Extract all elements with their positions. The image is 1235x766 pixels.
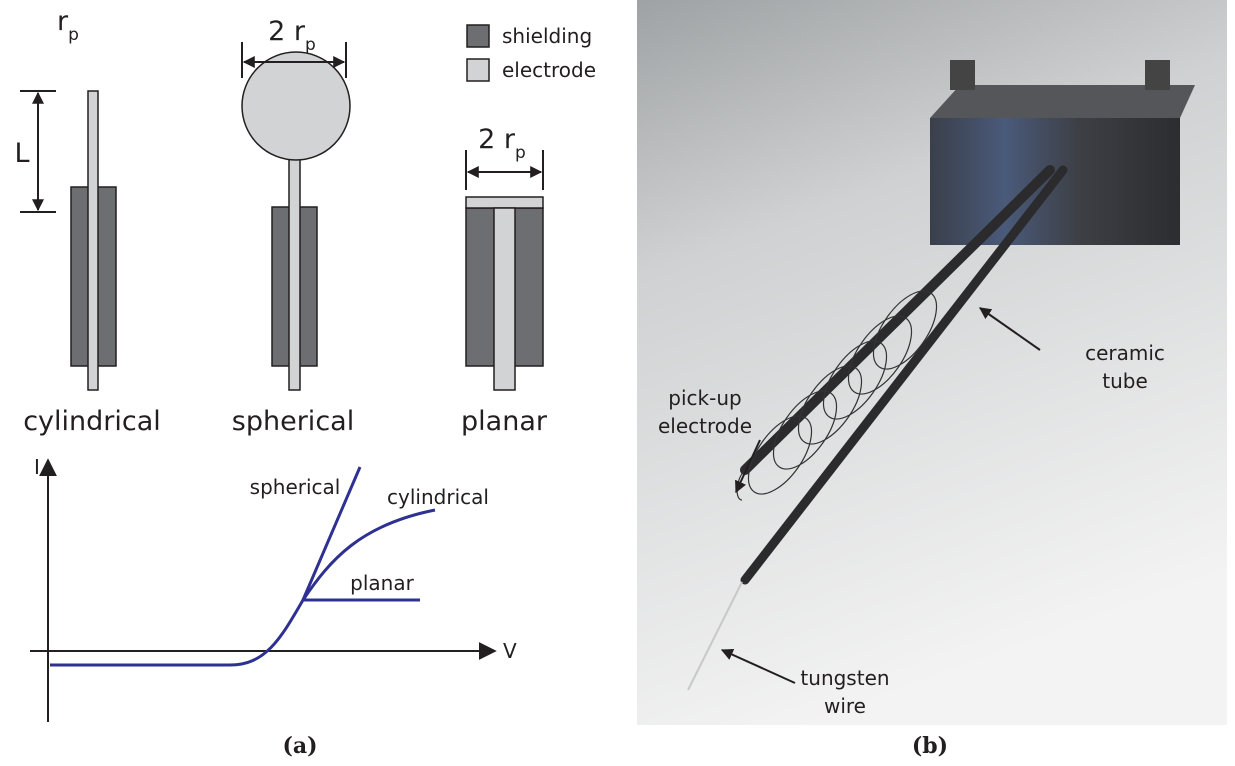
probe-label: spherical: [232, 406, 354, 437]
annotation: ceramic: [1085, 341, 1165, 365]
planar-probe: [466, 150, 543, 390]
annotation: tube: [1102, 369, 1148, 393]
annotation: wire: [824, 694, 866, 718]
annotation: electrode: [658, 414, 752, 438]
annotation: pick-up: [668, 386, 741, 410]
legend-swatch: [467, 59, 489, 81]
curve-label: spherical: [250, 475, 341, 499]
caption: (b): [912, 733, 948, 759]
legend-label: electrode: [502, 58, 596, 82]
length-label: L: [14, 138, 29, 169]
legend-label: shielding: [502, 24, 592, 48]
radius-label: rp: [57, 6, 79, 45]
width-label: 2 rp: [268, 16, 316, 55]
legend-swatch: [467, 25, 489, 47]
axis-label: V: [503, 639, 517, 663]
axis-label: I: [34, 455, 40, 479]
caption: (a): [282, 733, 317, 759]
probe-label: cylindrical: [23, 406, 161, 437]
width-label: 2 rp: [478, 124, 526, 163]
cylindrical-probe: [20, 91, 116, 390]
curve-label: planar: [350, 571, 414, 595]
spherical-probe: [242, 42, 350, 390]
curve-label: cylindrical: [387, 485, 489, 509]
probe-label: planar: [461, 406, 548, 437]
annotation: tungsten: [800, 666, 889, 690]
figure: rp 2 rp 2 rp L shielding electrode cylin…: [0, 0, 1235, 766]
